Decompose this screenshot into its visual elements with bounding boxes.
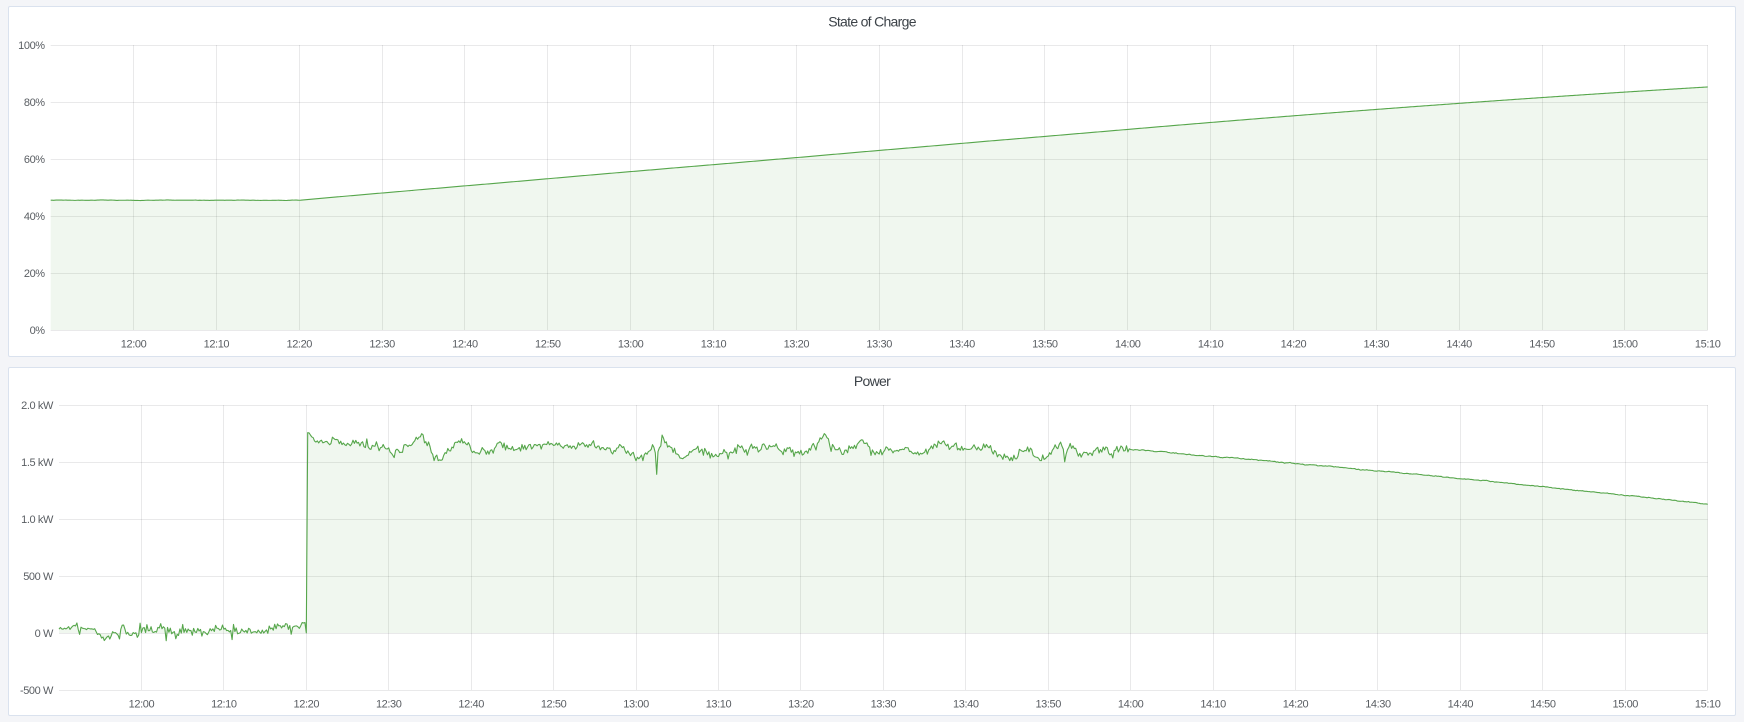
svg-text:13:40: 13:40 bbox=[953, 699, 979, 711]
svg-text:20%: 20% bbox=[24, 268, 45, 280]
svg-text:12:10: 12:10 bbox=[204, 339, 230, 351]
svg-text:14:20: 14:20 bbox=[1281, 339, 1307, 351]
svg-text:60%: 60% bbox=[24, 154, 45, 166]
svg-text:12:00: 12:00 bbox=[129, 699, 155, 711]
svg-text:14:00: 14:00 bbox=[1115, 339, 1141, 351]
svg-text:13:20: 13:20 bbox=[784, 339, 810, 351]
svg-text:14:50: 14:50 bbox=[1529, 339, 1555, 351]
svg-text:14:10: 14:10 bbox=[1200, 699, 1226, 711]
svg-text:12:20: 12:20 bbox=[294, 699, 320, 711]
svg-text:500 W: 500 W bbox=[23, 571, 54, 583]
svg-text:14:10: 14:10 bbox=[1198, 339, 1224, 351]
svg-text:13:50: 13:50 bbox=[1032, 339, 1058, 351]
svg-text:13:50: 13:50 bbox=[1035, 699, 1061, 711]
svg-text:12:20: 12:20 bbox=[286, 339, 312, 351]
svg-text:12:50: 12:50 bbox=[541, 699, 567, 711]
svg-text:15:00: 15:00 bbox=[1612, 339, 1638, 351]
svg-text:14:20: 14:20 bbox=[1283, 699, 1309, 711]
svg-text:15:10: 15:10 bbox=[1695, 699, 1721, 711]
svg-text:12:00: 12:00 bbox=[121, 339, 147, 351]
svg-text:14:40: 14:40 bbox=[1446, 339, 1472, 351]
svg-text:13:00: 13:00 bbox=[623, 699, 649, 711]
svg-text:14:50: 14:50 bbox=[1530, 699, 1556, 711]
svg-text:12:30: 12:30 bbox=[369, 339, 395, 351]
svg-text:100%: 100% bbox=[18, 40, 45, 52]
svg-text:1.5 kW: 1.5 kW bbox=[21, 457, 54, 469]
svg-text:13:10: 13:10 bbox=[701, 339, 727, 351]
svg-text:15:10: 15:10 bbox=[1695, 339, 1721, 351]
svg-text:2.0 kW: 2.0 kW bbox=[21, 400, 54, 412]
svg-text:13:20: 13:20 bbox=[788, 699, 814, 711]
svg-text:13:10: 13:10 bbox=[706, 699, 732, 711]
svg-text:13:30: 13:30 bbox=[871, 699, 897, 711]
svg-text:12:40: 12:40 bbox=[458, 699, 484, 711]
svg-text:80%: 80% bbox=[24, 97, 45, 109]
svg-text:0%: 0% bbox=[30, 325, 46, 337]
svg-text:13:40: 13:40 bbox=[949, 339, 975, 351]
svg-text:15:00: 15:00 bbox=[1612, 699, 1638, 711]
svg-text:12:30: 12:30 bbox=[376, 699, 402, 711]
svg-text:13:00: 13:00 bbox=[618, 339, 644, 351]
svg-text:Power: Power bbox=[854, 373, 891, 389]
svg-text:12:50: 12:50 bbox=[535, 339, 561, 351]
svg-text:40%: 40% bbox=[24, 211, 45, 223]
svg-text:1.0 kW: 1.0 kW bbox=[21, 514, 54, 526]
svg-text:13:30: 13:30 bbox=[866, 339, 892, 351]
svg-text:12:10: 12:10 bbox=[211, 699, 237, 711]
svg-text:12:40: 12:40 bbox=[452, 339, 478, 351]
svg-text:-500 W: -500 W bbox=[20, 685, 54, 697]
svg-text:State of Charge: State of Charge bbox=[828, 13, 916, 29]
svg-text:14:40: 14:40 bbox=[1448, 699, 1474, 711]
svg-text:14:30: 14:30 bbox=[1365, 699, 1391, 711]
svg-text:0 W: 0 W bbox=[35, 628, 54, 640]
svg-text:14:00: 14:00 bbox=[1118, 699, 1144, 711]
svg-text:14:30: 14:30 bbox=[1364, 339, 1390, 351]
